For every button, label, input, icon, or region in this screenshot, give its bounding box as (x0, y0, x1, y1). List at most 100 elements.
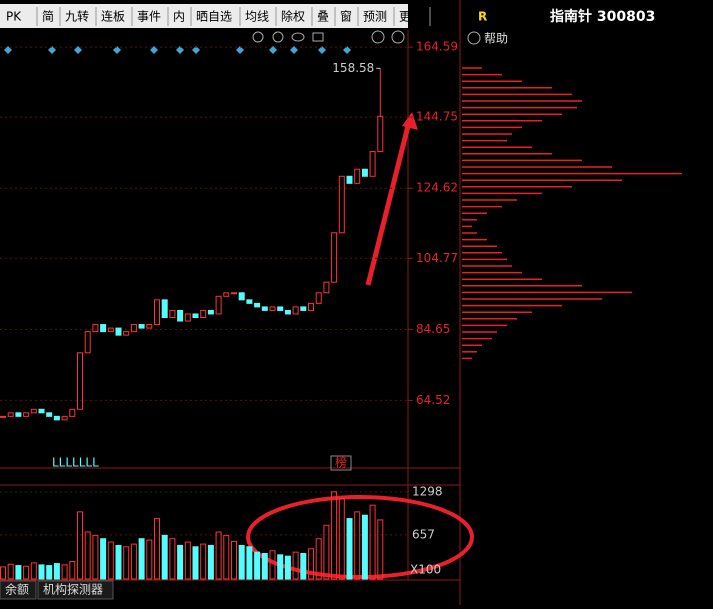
toolbar-button[interactable]: 连板 (101, 9, 125, 24)
price-tick-label: 144.75 (416, 110, 458, 124)
candle (246, 299, 253, 304)
tab[interactable] (37, 580, 114, 600)
candle (354, 168, 361, 184)
candle (231, 292, 237, 295)
candle (315, 292, 322, 304)
volume-bar (30, 562, 37, 580)
volume-bar (184, 541, 191, 580)
volume-bar (315, 538, 322, 580)
candle (115, 327, 122, 336)
volume-bar (231, 540, 237, 580)
event-markers (4, 46, 351, 54)
volume-bar (284, 555, 291, 580)
candle (215, 295, 222, 315)
candle (92, 324, 99, 333)
volume-bar (138, 538, 145, 580)
volume-bar (292, 551, 299, 580)
volume-bar (246, 546, 253, 580)
price-tick-label: 64.52 (416, 393, 450, 407)
price-tick-label: 124.62 (416, 181, 458, 195)
volume-bar (323, 524, 330, 580)
candle (338, 175, 345, 234)
volume-bar (38, 564, 45, 580)
candle (346, 175, 353, 184)
volume-bar (100, 538, 107, 580)
candle (207, 309, 214, 315)
volume-bar (169, 538, 176, 580)
toolbar-button[interactable]: 预测 (363, 10, 387, 24)
trend-arrow (365, 117, 413, 286)
volume-bar (0, 566, 6, 580)
toolbar (0, 4, 408, 28)
candle (53, 415, 60, 421)
candle (7, 412, 14, 417)
volume-bar (223, 534, 230, 580)
volume-bar (92, 534, 99, 580)
volume-bar (107, 541, 114, 580)
candle (38, 408, 45, 414)
toolbar-button[interactable]: 叠 (317, 10, 329, 24)
price-tick-label: 84.65 (416, 322, 450, 336)
volume-tick-label: 1298 (412, 484, 443, 498)
help-icon[interactable] (467, 31, 481, 45)
candle (177, 309, 184, 322)
candle (15, 412, 22, 417)
toolbar-button[interactable]: 内 (173, 10, 185, 24)
candle (61, 415, 68, 421)
volume-bar (123, 546, 130, 580)
volume-bar (69, 561, 76, 580)
volume-bar (308, 548, 314, 580)
toolbar-button[interactable]: 除权 (281, 9, 305, 24)
panel-title: 指南针 300803 (550, 8, 655, 25)
tag-label: 榜 (335, 455, 347, 470)
volume-bar (261, 552, 268, 580)
arrow-head (402, 112, 418, 130)
volume-bar (192, 546, 199, 580)
candle (331, 232, 338, 283)
volume-bar (177, 544, 184, 580)
chart-tools (252, 30, 405, 44)
badge: R (478, 10, 487, 24)
candle (23, 412, 30, 417)
candle (277, 306, 284, 311)
candle (69, 408, 76, 417)
volume-bar (154, 518, 160, 580)
volume-bar (346, 518, 353, 580)
volume-bar (300, 552, 307, 580)
candle (361, 168, 368, 177)
tag-box (330, 455, 352, 471)
volume-bar (15, 565, 22, 580)
volume-bar (161, 534, 168, 580)
toolbar-button[interactable]: 简 (42, 10, 54, 24)
volume-bar (61, 564, 68, 580)
candle (138, 324, 145, 329)
candle (100, 324, 107, 333)
toolbar-button[interactable]: 事件 (137, 10, 161, 24)
tab[interactable] (0, 580, 37, 600)
toolbar-button[interactable]: 九转 (65, 9, 89, 24)
toolbar-button[interactable]: 均线 (245, 10, 269, 24)
volume-bar (369, 504, 376, 580)
candle (84, 331, 91, 354)
candle (77, 352, 83, 410)
price-tick-label: 164.59 (416, 40, 458, 54)
volume-bar (338, 497, 345, 580)
toolbar-button[interactable]: 更多 (399, 10, 423, 24)
volume-bar (377, 519, 384, 580)
toolbar-button[interactable]: 窗 (340, 10, 352, 24)
volume-bar (269, 550, 276, 580)
toolbar-button[interactable]: PK (6, 10, 22, 24)
toolbar-button[interactable]: 晒自选 (196, 10, 232, 24)
tab-label[interactable]: 余额 (5, 582, 29, 597)
volume-bar (200, 543, 207, 580)
candle (130, 324, 137, 333)
candle (369, 151, 376, 177)
volume-bar (77, 511, 83, 580)
volume-bar (361, 514, 368, 580)
help-label[interactable]: 帮助 (484, 32, 508, 46)
candle (46, 412, 53, 417)
tab-label[interactable]: 机构探测器 (43, 582, 103, 597)
candle (154, 299, 160, 326)
